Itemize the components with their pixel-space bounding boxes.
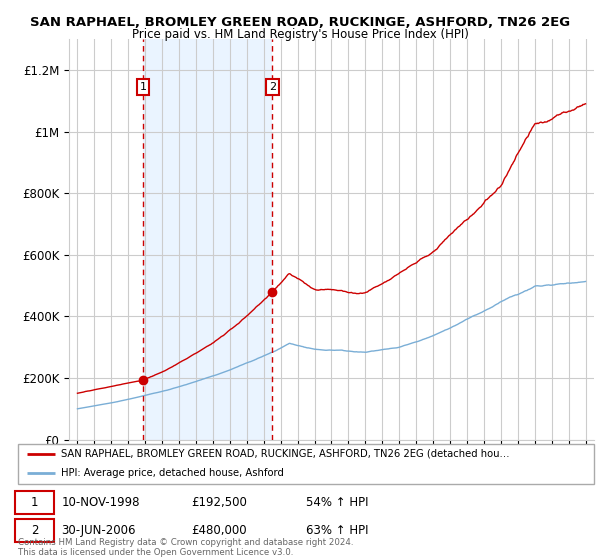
- Text: SAN RAPHAEL, BROMLEY GREEN ROAD, RUCKINGE, ASHFORD, TN26 2EG: SAN RAPHAEL, BROMLEY GREEN ROAD, RUCKING…: [30, 16, 570, 29]
- Text: Price paid vs. HM Land Registry's House Price Index (HPI): Price paid vs. HM Land Registry's House …: [131, 28, 469, 41]
- Text: 63% ↑ HPI: 63% ↑ HPI: [306, 524, 368, 537]
- Text: 1: 1: [139, 82, 146, 92]
- Text: Contains HM Land Registry data © Crown copyright and database right 2024.
This d: Contains HM Land Registry data © Crown c…: [18, 538, 353, 557]
- Text: 54% ↑ HPI: 54% ↑ HPI: [306, 496, 368, 509]
- Text: 1: 1: [31, 496, 38, 509]
- Text: 10-NOV-1998: 10-NOV-1998: [61, 496, 140, 509]
- FancyBboxPatch shape: [15, 492, 54, 514]
- Text: SAN RAPHAEL, BROMLEY GREEN ROAD, RUCKINGE, ASHFORD, TN26 2EG (detached hou…: SAN RAPHAEL, BROMLEY GREEN ROAD, RUCKING…: [61, 449, 510, 459]
- FancyBboxPatch shape: [15, 520, 54, 542]
- Text: HPI: Average price, detached house, Ashford: HPI: Average price, detached house, Ashf…: [61, 468, 284, 478]
- FancyBboxPatch shape: [18, 444, 594, 484]
- Text: 2: 2: [269, 82, 276, 92]
- Text: £480,000: £480,000: [191, 524, 247, 537]
- Text: 2: 2: [31, 524, 38, 537]
- Text: £192,500: £192,500: [191, 496, 247, 509]
- Bar: [143, 39, 272, 440]
- Text: 30-JUN-2006: 30-JUN-2006: [61, 524, 136, 537]
